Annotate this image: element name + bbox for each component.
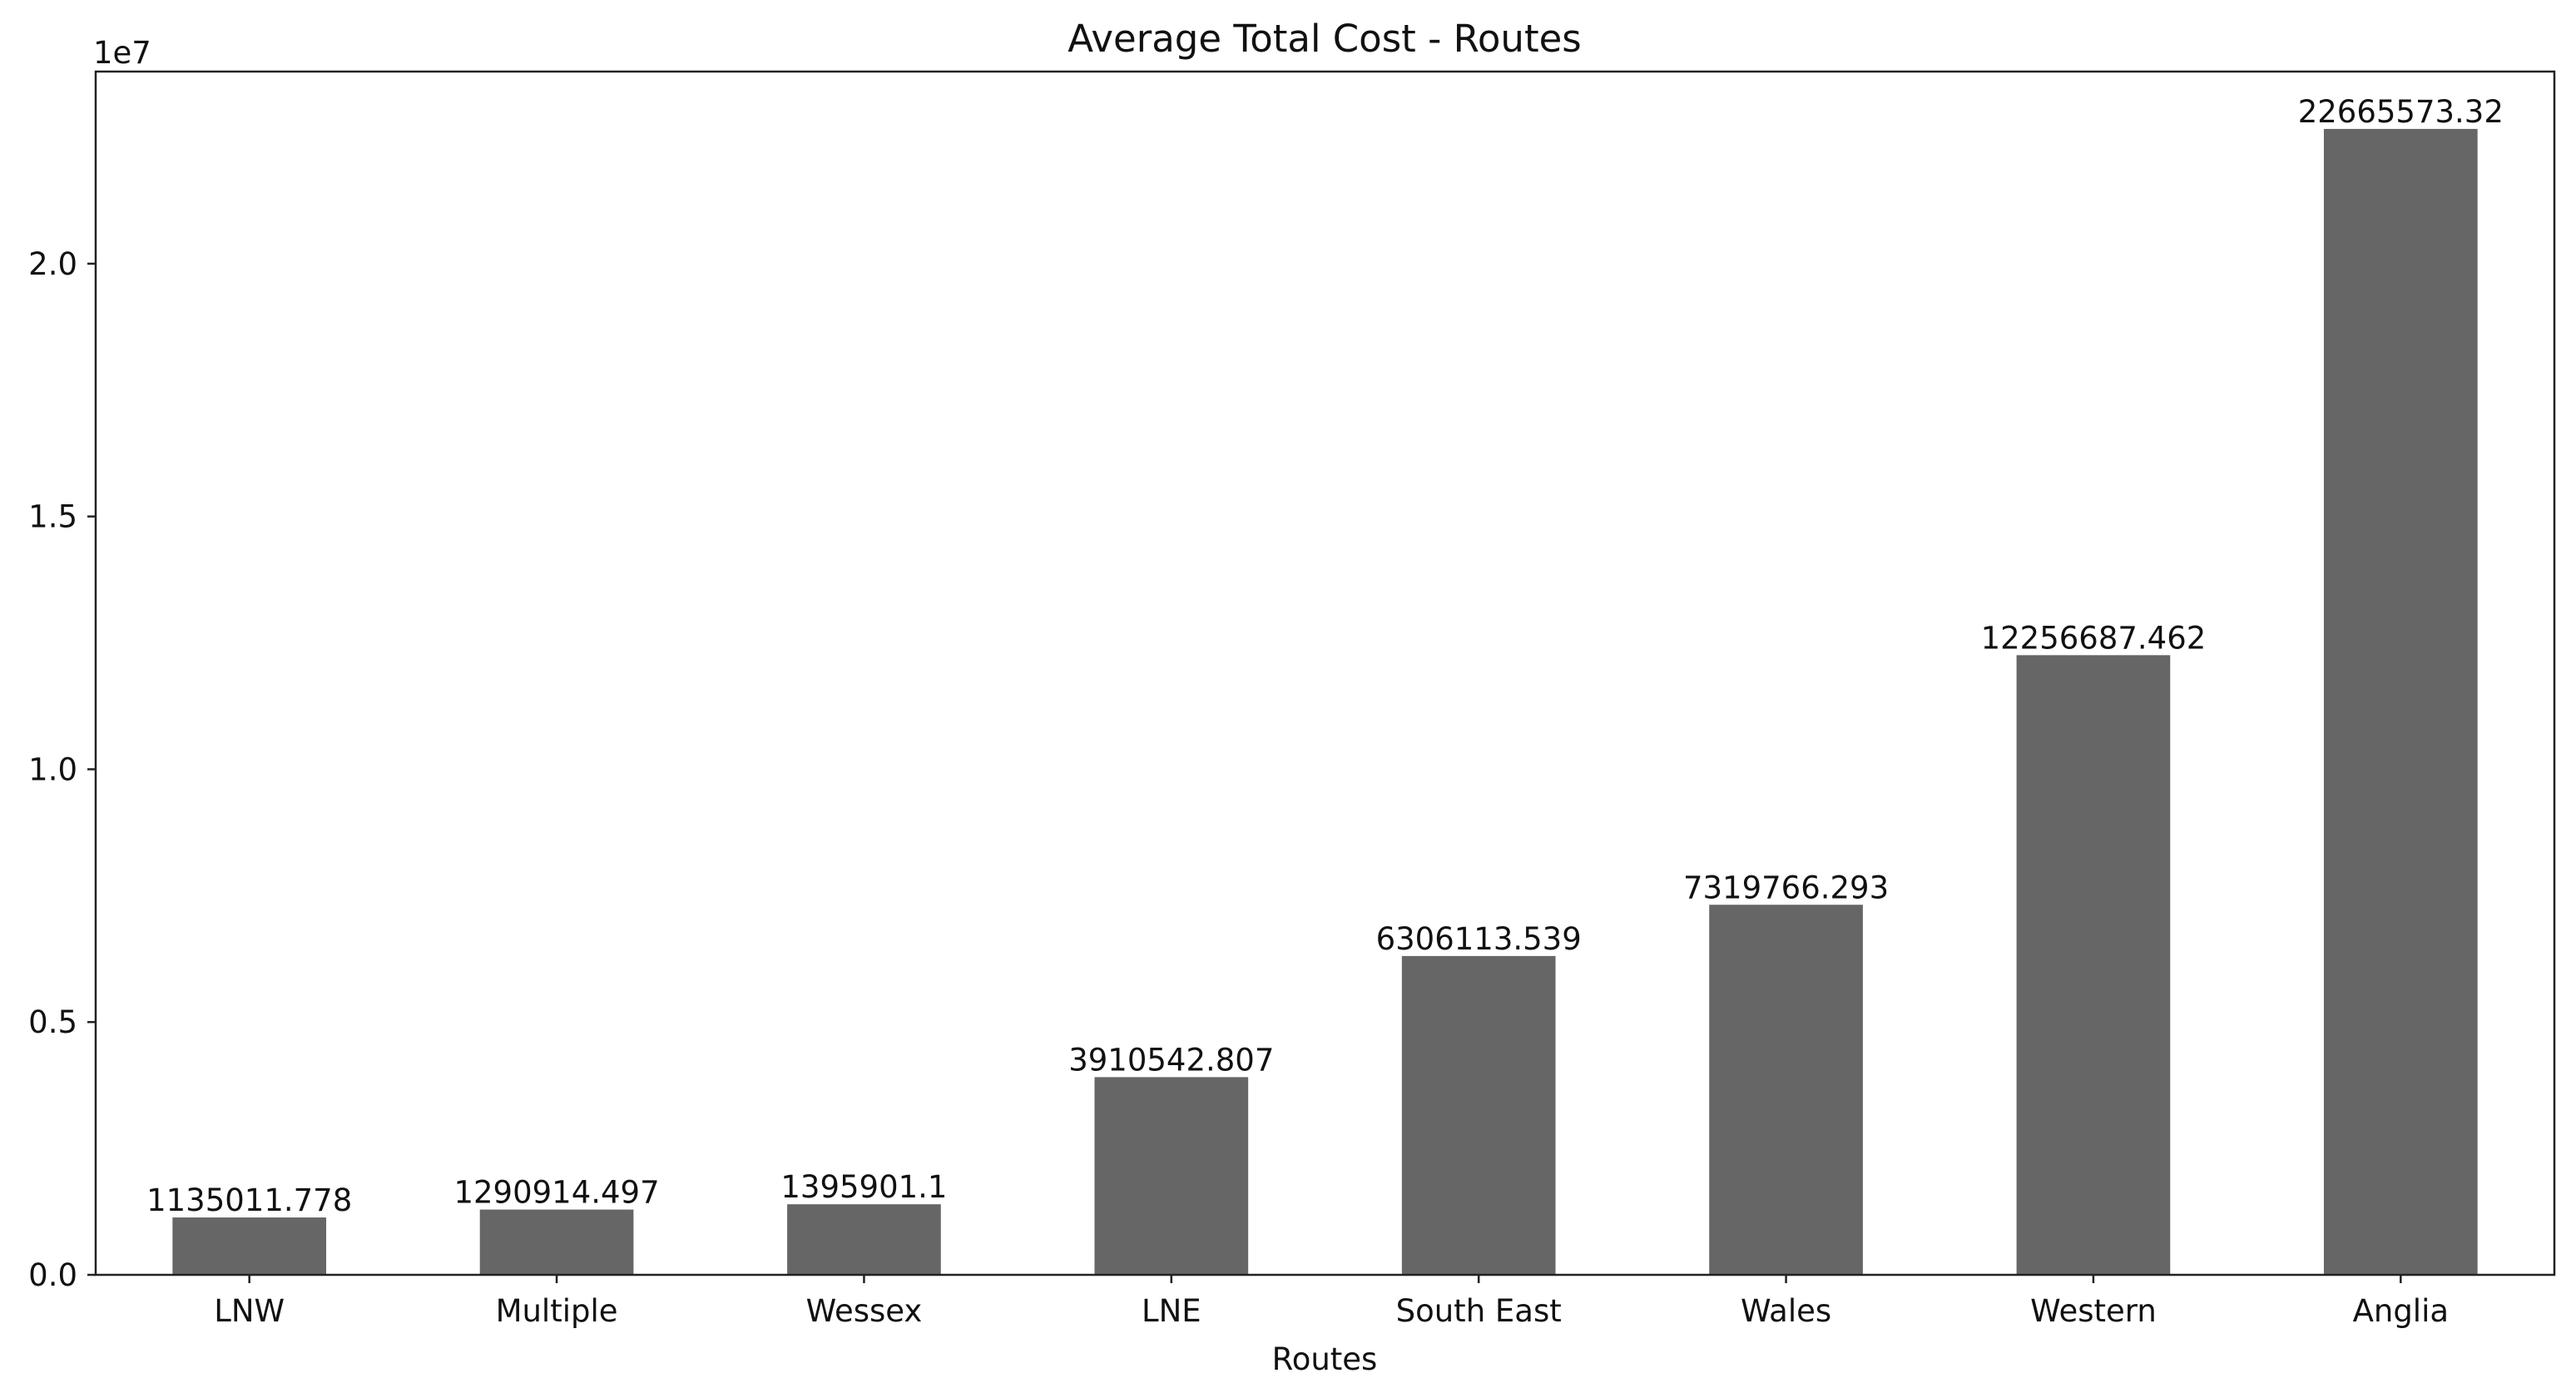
x-tick-label: LNE	[1142, 1293, 1201, 1329]
bar-wessex	[787, 1204, 941, 1275]
bar-south-east	[1401, 955, 1556, 1275]
y-tick-label: 0.5	[28, 1004, 77, 1040]
y-tick-label: 1.5	[28, 499, 77, 535]
y-tick-label: 1.0	[28, 751, 77, 787]
bars-group	[172, 128, 2478, 1275]
y-axis-offset-label: 1e7	[93, 35, 151, 71]
data-label: 1290914.497	[453, 1175, 659, 1211]
x-tick-label: Anglia	[2353, 1293, 2449, 1329]
data-labels-group: 1135011.778 1290914.497 1395901.1 3910542.8…	[146, 94, 2504, 1218]
bar-multiple	[479, 1209, 634, 1275]
chart-title: Average Total Cost - Routes	[1068, 17, 1581, 61]
x-axis-label: Routes	[1272, 1341, 1378, 1377]
y-tick-label: 0.0	[28, 1257, 77, 1293]
data-label: 6306113.539	[1376, 921, 1582, 957]
bar-western	[2016, 655, 2171, 1275]
x-tick-label: LNW	[214, 1293, 285, 1329]
bar-anglia	[2323, 128, 2478, 1275]
data-label: 3910542.807	[1068, 1042, 1274, 1078]
data-label: 1135011.778	[146, 1182, 352, 1218]
plot-frame	[94, 70, 2556, 1277]
y-tick-label: 2.0	[28, 246, 77, 282]
x-tick-label: Wessex	[806, 1293, 923, 1329]
data-label: 12256687.462	[1981, 620, 2207, 656]
x-tick-label: Multiple	[496, 1293, 618, 1329]
data-label: 1395901.1	[780, 1169, 947, 1205]
data-label: 22665573.32	[2298, 94, 2504, 130]
x-tick-label: Wales	[1741, 1293, 1831, 1329]
x-axis: LNW Multiple Wessex LNE South East Wales Weste…	[214, 1275, 2449, 1329]
x-tick-label: Western	[2030, 1293, 2157, 1329]
y-axis: 0.0 0.5 1.0 1.5 2.0	[28, 246, 96, 1293]
bar-lne	[1094, 1077, 1249, 1275]
bar-lnw	[172, 1217, 327, 1275]
data-label: 7319766.293	[1683, 870, 1889, 905]
bar-wales	[1709, 905, 1863, 1275]
x-tick-label: South East	[1396, 1293, 1562, 1329]
